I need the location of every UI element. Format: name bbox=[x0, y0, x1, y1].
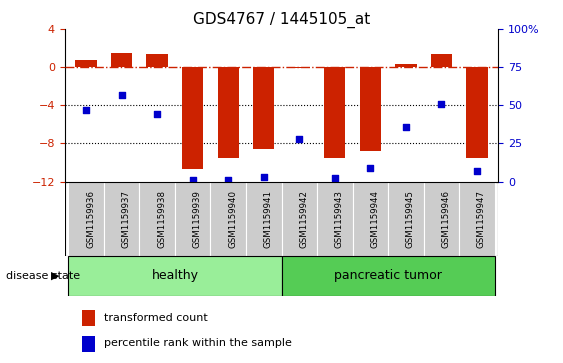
Bar bbox=[68, 182, 104, 256]
Text: disease state: disease state bbox=[6, 271, 80, 281]
Text: GSM1159939: GSM1159939 bbox=[193, 190, 202, 248]
Point bbox=[188, 177, 197, 183]
Bar bbox=[289, 67, 310, 68]
Bar bbox=[466, 67, 488, 158]
Bar bbox=[217, 67, 239, 158]
Text: GSM1159944: GSM1159944 bbox=[370, 190, 379, 248]
Bar bbox=[352, 182, 388, 256]
Bar bbox=[82, 310, 95, 326]
Text: GSM1159937: GSM1159937 bbox=[122, 190, 131, 248]
Point bbox=[330, 176, 339, 182]
Bar bbox=[388, 182, 423, 256]
Bar bbox=[68, 256, 282, 296]
Point bbox=[117, 92, 126, 98]
Bar bbox=[360, 67, 381, 151]
Text: pancreatic tumor: pancreatic tumor bbox=[334, 269, 442, 282]
Bar bbox=[175, 182, 211, 256]
Point bbox=[224, 177, 233, 183]
Bar bbox=[146, 54, 168, 67]
Text: GSM1159936: GSM1159936 bbox=[86, 190, 95, 248]
Text: GSM1159942: GSM1159942 bbox=[300, 190, 309, 248]
Bar bbox=[246, 182, 282, 256]
Bar bbox=[182, 67, 203, 169]
Text: GSM1159946: GSM1159946 bbox=[441, 190, 450, 248]
Point bbox=[437, 101, 446, 107]
Title: GDS4767 / 1445105_at: GDS4767 / 1445105_at bbox=[193, 12, 370, 28]
Text: healthy: healthy bbox=[151, 269, 198, 282]
Bar bbox=[324, 67, 346, 158]
Text: GSM1159941: GSM1159941 bbox=[263, 190, 272, 248]
Point bbox=[82, 107, 91, 113]
Text: ▶: ▶ bbox=[51, 271, 59, 281]
Bar bbox=[104, 182, 140, 256]
Bar bbox=[253, 67, 274, 149]
Point bbox=[472, 168, 481, 174]
Text: GSM1159945: GSM1159945 bbox=[406, 190, 415, 248]
Bar bbox=[75, 61, 97, 67]
Text: GSM1159940: GSM1159940 bbox=[228, 190, 237, 248]
Text: GSM1159943: GSM1159943 bbox=[335, 190, 344, 248]
Point bbox=[401, 124, 410, 130]
Text: percentile rank within the sample: percentile rank within the sample bbox=[104, 338, 292, 348]
Bar bbox=[431, 54, 452, 67]
Point bbox=[153, 111, 162, 117]
Bar bbox=[423, 182, 459, 256]
Text: transformed count: transformed count bbox=[104, 313, 208, 323]
Bar bbox=[111, 53, 132, 67]
Bar bbox=[459, 182, 495, 256]
Bar bbox=[140, 182, 175, 256]
Text: GSM1159938: GSM1159938 bbox=[157, 190, 166, 248]
Bar bbox=[82, 335, 95, 352]
Bar bbox=[317, 182, 352, 256]
Text: GSM1159947: GSM1159947 bbox=[477, 190, 486, 248]
Bar bbox=[282, 182, 317, 256]
Bar bbox=[395, 64, 417, 67]
Bar bbox=[211, 182, 246, 256]
Point bbox=[259, 174, 268, 180]
Bar bbox=[282, 256, 495, 296]
Point bbox=[366, 165, 375, 171]
Point bbox=[295, 136, 304, 142]
